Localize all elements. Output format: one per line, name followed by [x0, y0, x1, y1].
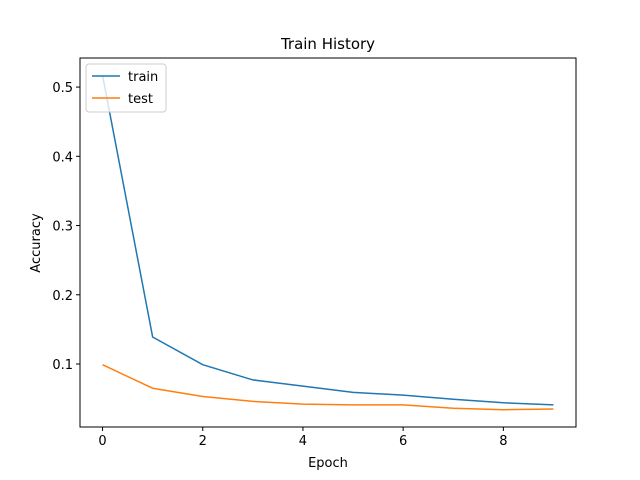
line-series [101, 75, 554, 406]
x-axis-label: Epoch [308, 456, 348, 471]
x-tick-label: 6 [399, 434, 407, 449]
legend-label: test [128, 92, 153, 107]
line-series [102, 364, 554, 411]
y-tick-label: 0.5 [52, 81, 73, 96]
y-tick-label: 0.2 [52, 289, 73, 304]
chart-title: Train History [280, 35, 375, 53]
y-tick-label: 0.3 [52, 220, 73, 235]
axes-frame [79, 57, 577, 428]
x-tick-label: 8 [499, 434, 507, 449]
y-tick-label: 0.4 [52, 150, 73, 165]
y-tick-label: 0.1 [52, 358, 73, 373]
legend-label: train [128, 70, 158, 85]
x-tick-label: 2 [199, 434, 207, 449]
y-axis-label: Accuracy [29, 213, 44, 273]
x-tick-label: 4 [299, 434, 307, 449]
x-tick-label: 0 [98, 434, 106, 449]
